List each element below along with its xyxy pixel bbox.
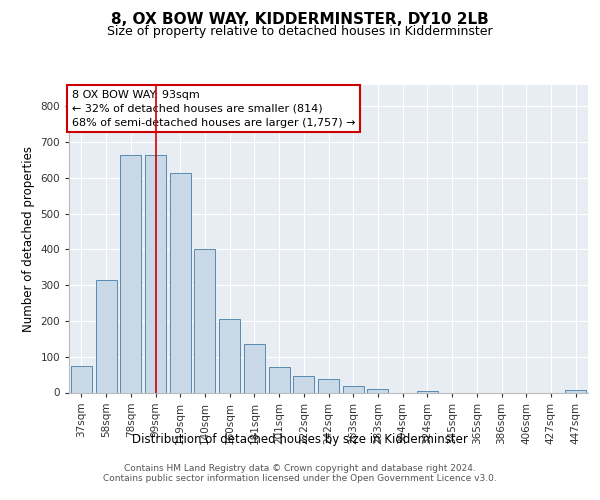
- Text: Contains HM Land Registry data © Crown copyright and database right 2024.
Contai: Contains HM Land Registry data © Crown c…: [103, 464, 497, 483]
- Bar: [120, 154, 141, 392]
- Text: Distribution of detached houses by size in Kidderminster: Distribution of detached houses by size …: [132, 432, 468, 446]
- Bar: [194, 250, 215, 392]
- Y-axis label: Number of detached properties: Number of detached properties: [22, 146, 35, 332]
- Bar: [244, 344, 265, 393]
- Bar: [293, 376, 314, 392]
- Bar: [269, 368, 290, 392]
- Bar: [145, 154, 166, 392]
- Bar: [565, 390, 586, 392]
- Bar: [318, 380, 339, 392]
- Bar: [71, 366, 92, 392]
- Bar: [343, 386, 364, 392]
- Text: Size of property relative to detached houses in Kidderminster: Size of property relative to detached ho…: [107, 25, 493, 38]
- Bar: [170, 172, 191, 392]
- Bar: [367, 390, 388, 392]
- Text: 8, OX BOW WAY, KIDDERMINSTER, DY10 2LB: 8, OX BOW WAY, KIDDERMINSTER, DY10 2LB: [111, 12, 489, 28]
- Bar: [95, 280, 116, 392]
- Text: 8 OX BOW WAY: 93sqm
← 32% of detached houses are smaller (814)
68% of semi-detac: 8 OX BOW WAY: 93sqm ← 32% of detached ho…: [71, 90, 355, 128]
- Bar: [219, 319, 240, 392]
- Bar: [417, 390, 438, 392]
